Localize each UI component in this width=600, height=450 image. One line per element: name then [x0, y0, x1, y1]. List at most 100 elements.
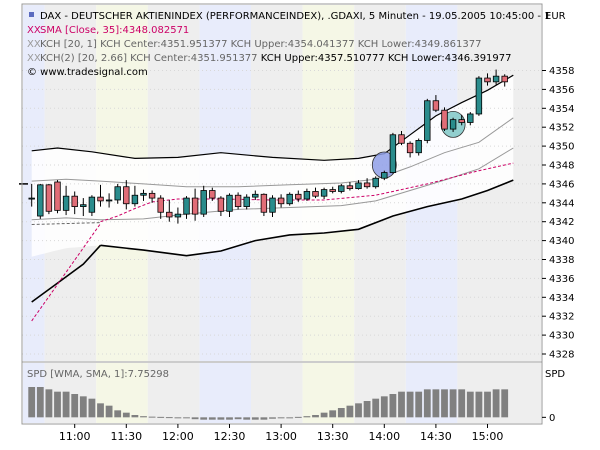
x-tick-label: 12:00: [162, 430, 194, 443]
currency-label: EUR: [545, 11, 566, 22]
kch1-legend-marker: XX: [27, 39, 41, 50]
spd-bar: [380, 396, 388, 418]
candle-body: [200, 190, 207, 215]
spd-bar: [320, 412, 328, 418]
spd-bar: [251, 417, 259, 420]
spd-pane-frame: [21, 361, 543, 425]
spd-bar: [484, 391, 491, 418]
candle-body: [28, 197, 35, 200]
spd-bar: [217, 417, 225, 420]
kch2-upper-line: [31, 74, 514, 161]
y-tick-label: 4340: [549, 236, 574, 247]
kch2-legend: KCH(2) [20, 2.66] KCH Center:4351.951377…: [40, 53, 512, 64]
candle-body: [346, 185, 354, 190]
candle-body: [260, 193, 268, 213]
spd-tick-label: 0: [549, 413, 555, 424]
spd-bar: [62, 391, 70, 418]
kch2-legend-center: KCH(2) [20, 2.66] KCH Center:4351.951377: [40, 53, 261, 64]
candle-body: [97, 196, 104, 202]
candle-body: [105, 199, 113, 202]
spd-bar: [466, 391, 474, 418]
spd-time-band: [251, 363, 303, 423]
candle-body: [62, 195, 70, 211]
spd-bar: [398, 391, 405, 418]
candle-body: [312, 191, 319, 197]
candle-body: [45, 184, 53, 212]
spd-legend: SPD [WMA, SMA, 1]:7.75298: [27, 369, 169, 380]
candle-body: [54, 181, 61, 211]
candle-body: [303, 191, 311, 200]
spd-bar: [329, 410, 337, 418]
spd-bar: [208, 417, 216, 420]
y-tick-label: 4344: [549, 198, 574, 209]
candle-body: [183, 197, 190, 215]
spd-bar: [97, 403, 104, 418]
spd-bar: [234, 417, 242, 420]
x-tick-label: 14:00: [368, 430, 400, 443]
x-tick-label: 11:00: [59, 430, 91, 443]
legend-title: DAX - DEUTSCHER AKTIENINDEX (PERFORMANCE…: [40, 11, 551, 22]
candle-body: [406, 142, 414, 154]
spd-bar: [303, 416, 311, 418]
candle-body: [123, 186, 130, 205]
spd-bar: [294, 416, 302, 418]
candle-body: [467, 113, 474, 123]
x-tick-label: 15:00: [472, 430, 504, 443]
x-tick-label: 14:30: [420, 430, 452, 443]
x-tick-label: 13:30: [317, 430, 349, 443]
spd-bar: [286, 417, 294, 419]
kch2-lower-line: [31, 179, 514, 303]
spd-bar: [79, 396, 87, 418]
candle-body: [80, 204, 87, 207]
candle-body: [295, 193, 302, 200]
spd-bar: [475, 391, 483, 418]
y-tick-label: 4358: [549, 66, 574, 77]
spd-bar: [71, 394, 79, 418]
spd-bar: [501, 389, 509, 418]
spd-bar: [88, 398, 96, 418]
spd-bar: [363, 401, 371, 418]
kch2-legend-bands: KCH Upper:4357.510777 KCH Lower:4346.391…: [261, 53, 512, 64]
y-tick-label: 4330: [549, 331, 574, 342]
kch1-lower-line: [31, 147, 514, 225]
spd-bar: [415, 391, 423, 418]
spd-bar: [122, 412, 130, 418]
spd-bar: [28, 387, 36, 418]
candle-body: [381, 172, 388, 179]
candle-body: [140, 192, 147, 196]
kch2-lower-path: [100, 179, 514, 257]
candle-body: [157, 197, 164, 213]
candles: [19, 69, 508, 224]
spd-bar: [492, 389, 500, 418]
candle-body: [475, 77, 483, 115]
spd-bar: [441, 389, 448, 418]
candle-body: [458, 119, 465, 123]
candle-body: [501, 75, 508, 83]
candle-body: [234, 194, 242, 207]
x-tick-label: 11:30: [110, 430, 142, 443]
y-tick-label: 4334: [549, 293, 574, 304]
spd-bar: [312, 415, 319, 418]
candle-body: [320, 189, 328, 197]
candle-body: [398, 134, 405, 144]
copyright: © www.tradesignal.com: [27, 67, 148, 78]
candle-body: [37, 184, 44, 217]
candle-body: [424, 100, 431, 141]
candle-body: [338, 185, 345, 192]
spd-time-band: [147, 363, 200, 423]
spd-bar: [45, 389, 53, 418]
candle-body: [441, 109, 448, 130]
y-tick-label: 4348: [549, 161, 574, 172]
legend-marker-dax: [29, 12, 34, 17]
envelope-fill: [31, 75, 514, 257]
candle-body: [355, 182, 362, 190]
y-tick-label: 4328: [549, 350, 574, 361]
kch2-legend-marker: XX: [27, 53, 41, 64]
kch1-upper-path: [31, 117, 514, 188]
candle-body: [209, 190, 216, 199]
candle-body: [372, 177, 379, 188]
spd-bar: [277, 417, 285, 419]
candle-body: [432, 100, 440, 111]
y-tick-label: 4338: [549, 255, 574, 266]
